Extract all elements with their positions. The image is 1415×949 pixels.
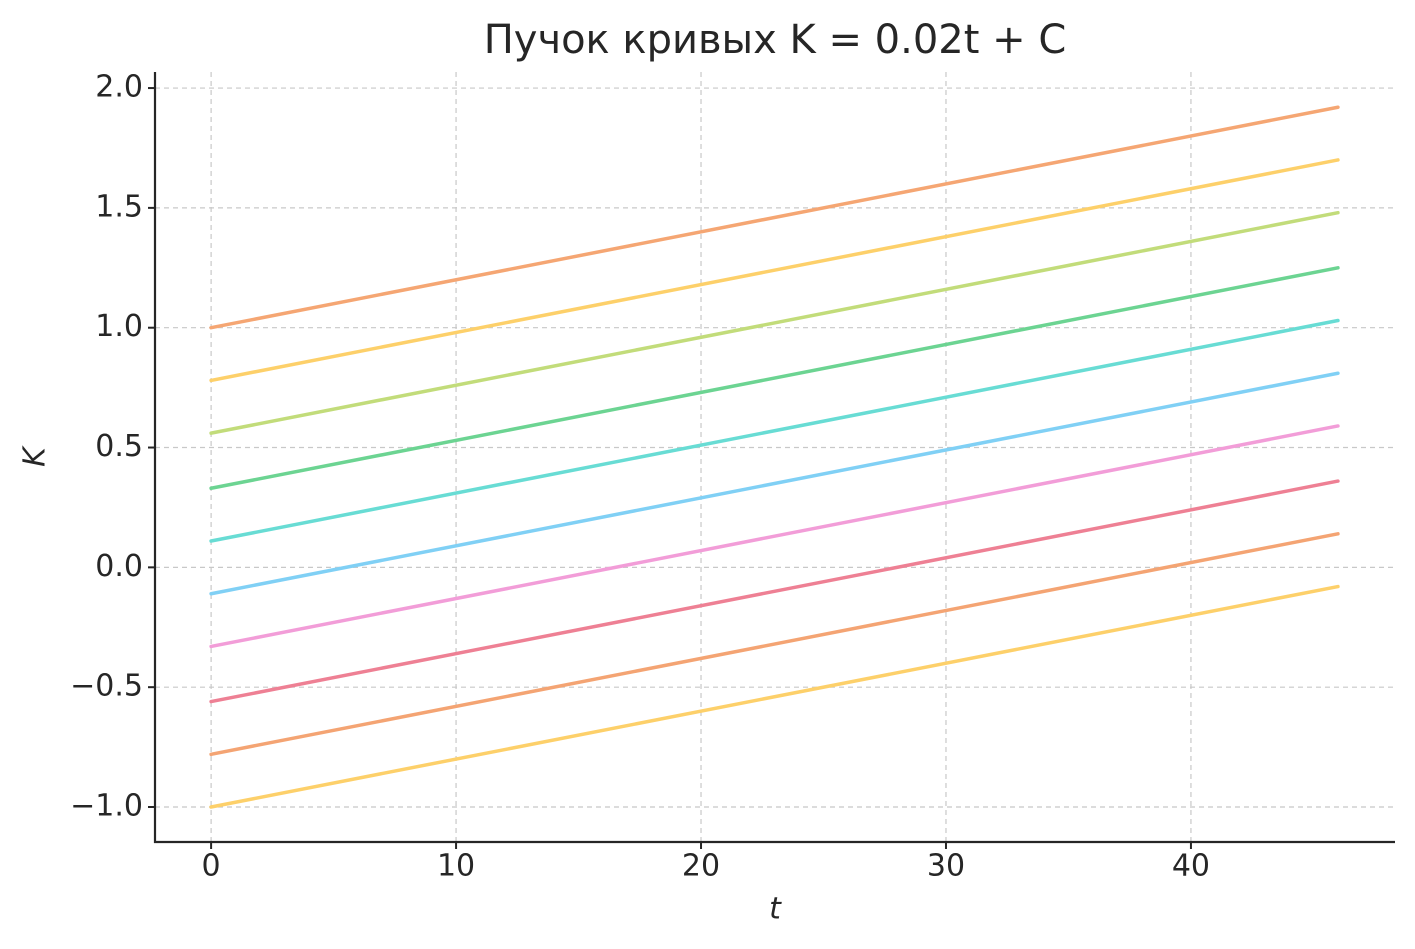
series-line (209, 371, 1340, 596)
series-line (209, 158, 1340, 383)
series-line (209, 584, 1340, 809)
series-line (209, 424, 1340, 649)
series-line (209, 318, 1340, 543)
series-line (209, 266, 1340, 491)
series-line (209, 105, 1340, 330)
y-axis-label: K (18, 445, 53, 467)
series-line (209, 210, 1340, 435)
y-tick-label: 1.5 (95, 189, 143, 224)
y-tick-label: −1.0 (70, 789, 143, 824)
y-tick-label: −0.5 (70, 669, 143, 704)
x-tick-label: 20 (682, 849, 720, 884)
y-tick-label: 2.0 (95, 70, 143, 105)
series-line (209, 532, 1340, 757)
x-axis-label: t (769, 892, 782, 927)
x-tick-label: 10 (437, 849, 475, 884)
chart-title: Пучок кривых K = 0.02t + C (484, 17, 1067, 63)
y-tick-label: 0.5 (95, 429, 143, 464)
x-tick-label: 0 (202, 849, 221, 884)
y-tick-label: 0.0 (95, 549, 143, 584)
x-tick-label: 30 (927, 849, 965, 884)
y-tick-label: 1.0 (95, 309, 143, 344)
x-tick-label: 40 (1172, 849, 1210, 884)
series-line (209, 479, 1340, 704)
